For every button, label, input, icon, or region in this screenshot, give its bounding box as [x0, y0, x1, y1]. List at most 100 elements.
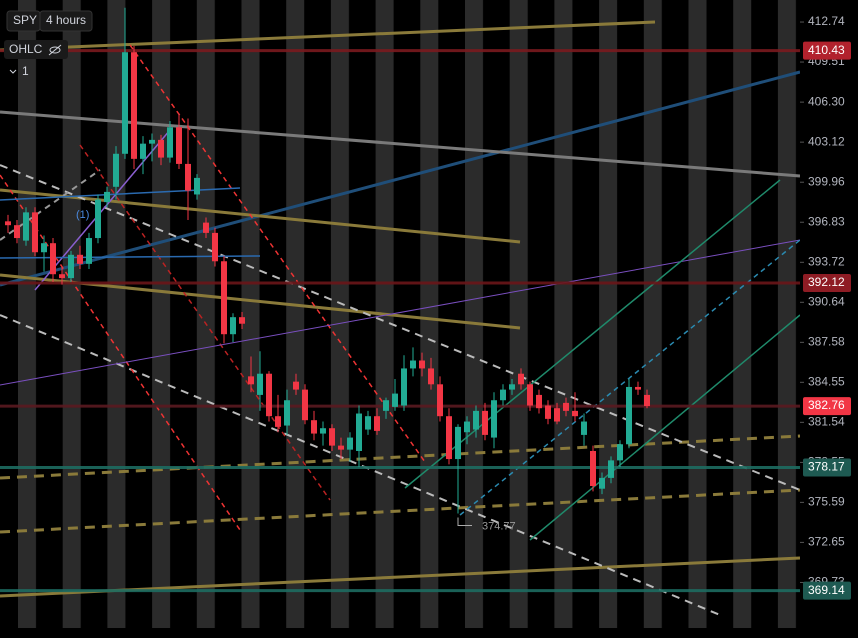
candle-body [311, 420, 317, 434]
y-tick-label: 387.58 [808, 335, 845, 349]
interval: 4 hours [46, 13, 86, 27]
candle-body [5, 221, 11, 226]
trend-line [34, 129, 171, 291]
candle-body [419, 360, 425, 369]
indicator-count: 1 [22, 64, 29, 78]
eye-icon[interactable] [49, 46, 61, 54]
candle-body [383, 400, 389, 411]
candle-body [581, 421, 587, 435]
candle-body [86, 238, 92, 264]
candle-body [77, 254, 83, 264]
annotation: (1) [76, 209, 89, 221]
candle-body [518, 373, 524, 385]
candle-body [446, 416, 452, 460]
eye-slash [48, 44, 62, 56]
price-label-box [803, 581, 851, 600]
candle-body [221, 261, 227, 335]
candle-body [554, 408, 560, 422]
candle-body [527, 384, 533, 406]
trend-line [0, 169, 101, 241]
trend-line [0, 20, 656, 52]
candle-body [23, 212, 29, 241]
candle-body [410, 360, 416, 369]
candle-body [356, 413, 362, 451]
price-label-box [803, 41, 851, 60]
candle-body [284, 400, 290, 426]
candle-body [464, 421, 470, 433]
y-tick-label: 372.65 [808, 535, 845, 549]
channel-line [529, 314, 801, 541]
candle-body [338, 445, 344, 450]
candle-body [509, 384, 515, 390]
symbol: SPY [13, 13, 37, 27]
candle-body [32, 212, 38, 253]
candle-body [644, 394, 650, 407]
candle-body [572, 410, 578, 417]
candle-body [302, 389, 308, 421]
candle-body [257, 373, 263, 395]
candle-body [536, 394, 542, 409]
candle-body [140, 143, 146, 159]
trend-line [0, 188, 521, 244]
candle-body [374, 416, 380, 431]
candle-body [230, 317, 236, 335]
candle-body [158, 139, 164, 158]
low-marker [457, 517, 472, 527]
candle-body [14, 225, 20, 239]
candle-body [68, 254, 74, 279]
candle-body [176, 127, 182, 164]
candle-body [95, 199, 101, 239]
candle-body [266, 373, 272, 417]
price-label: 369.14 [808, 583, 845, 597]
candle-body [599, 477, 605, 489]
y-tick-label: 399.96 [808, 174, 845, 188]
trend-line [0, 70, 801, 287]
candle-body [401, 368, 407, 406]
price-label: 378.17 [808, 460, 845, 474]
candle-body [167, 127, 173, 158]
session-stripes [0, 0, 800, 628]
candle-body [608, 460, 614, 478]
y-tick-label: 375.59 [808, 495, 845, 509]
candle-body [428, 368, 434, 385]
candle-body [239, 317, 245, 324]
candle-body [293, 381, 299, 390]
candle-body [248, 376, 254, 385]
price-label-box [803, 397, 851, 416]
y-tick-label: 381.54 [808, 415, 845, 429]
y-tick-label: 412.74 [808, 14, 845, 28]
candle-body [104, 191, 110, 203]
price-label: 410.43 [808, 43, 845, 57]
trend-line [0, 434, 801, 480]
style-box[interactable] [4, 40, 68, 59]
candle-body [626, 386, 632, 445]
candle-body [41, 243, 47, 253]
candle-body [194, 177, 200, 195]
candle-body [365, 416, 371, 430]
candle-body [329, 428, 335, 446]
candle-body [590, 450, 596, 487]
trend-line [0, 239, 801, 386]
candle-body [455, 426, 461, 460]
candle-body [50, 243, 56, 275]
low-label: 374.77 [482, 520, 516, 532]
candle-body [437, 384, 443, 417]
candles [5, 7, 650, 514]
candle-body [212, 232, 218, 262]
candle-body [635, 386, 641, 390]
candle-body [203, 222, 209, 233]
price-label-box [803, 274, 851, 293]
candle-body [617, 444, 623, 461]
interval-box[interactable] [39, 10, 93, 32]
y-tick-label: 390.64 [808, 294, 845, 308]
trend-line [79, 144, 331, 501]
candle-body [131, 52, 137, 159]
candle-body [320, 428, 326, 434]
chevron[interactable] [9, 69, 17, 74]
price-label: 382.76 [808, 398, 845, 412]
candle-body [545, 405, 551, 419]
candle-body [275, 416, 281, 427]
candle-body [482, 410, 488, 435]
y-tick-label: 393.72 [808, 254, 845, 268]
